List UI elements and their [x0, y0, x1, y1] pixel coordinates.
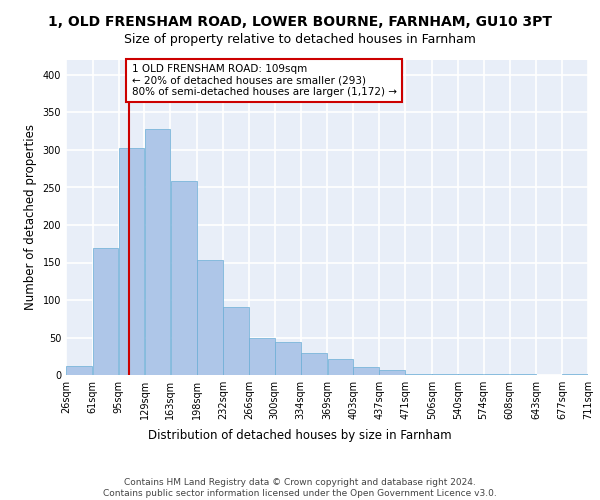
Bar — [484, 374, 509, 375]
Bar — [379, 370, 405, 375]
Bar — [432, 374, 458, 375]
Bar — [249, 338, 275, 375]
Bar — [145, 129, 170, 375]
Text: Size of property relative to detached houses in Farnham: Size of property relative to detached ho… — [124, 32, 476, 46]
Bar — [197, 260, 223, 375]
Bar — [458, 374, 484, 375]
Bar — [562, 374, 588, 375]
Text: 1, OLD FRENSHAM ROAD, LOWER BOURNE, FARNHAM, GU10 3PT: 1, OLD FRENSHAM ROAD, LOWER BOURNE, FARN… — [48, 15, 552, 29]
Bar — [510, 374, 536, 375]
Bar — [328, 358, 353, 375]
Text: Contains HM Land Registry data © Crown copyright and database right 2024.
Contai: Contains HM Land Registry data © Crown c… — [103, 478, 497, 498]
Text: Distribution of detached houses by size in Farnham: Distribution of detached houses by size … — [148, 428, 452, 442]
Bar — [275, 342, 301, 375]
Bar — [119, 148, 145, 375]
Bar — [301, 352, 327, 375]
Bar — [66, 366, 92, 375]
Bar — [406, 374, 431, 375]
Text: 1 OLD FRENSHAM ROAD: 109sqm
← 20% of detached houses are smaller (293)
80% of se: 1 OLD FRENSHAM ROAD: 109sqm ← 20% of det… — [131, 64, 397, 97]
Bar — [223, 306, 249, 375]
Bar — [170, 180, 197, 375]
Y-axis label: Number of detached properties: Number of detached properties — [24, 124, 37, 310]
Bar — [353, 367, 379, 375]
Bar — [93, 248, 118, 375]
